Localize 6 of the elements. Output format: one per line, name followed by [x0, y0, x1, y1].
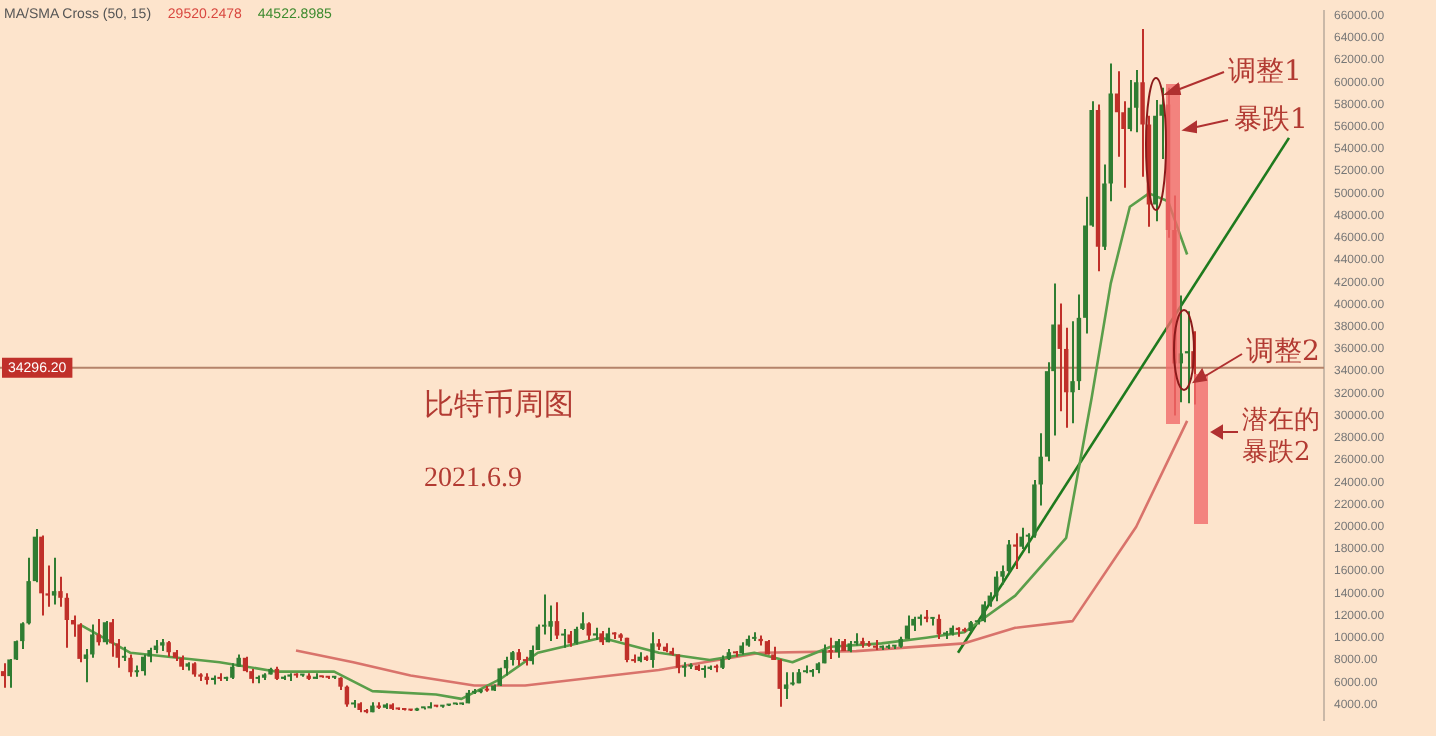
annotation: 潜在的暴跌2 [1242, 406, 1320, 468]
annotation: 2021.6.9 [424, 464, 522, 494]
annotation: 比特币周图 [424, 388, 574, 422]
annotation: 暴跌1 [1234, 104, 1308, 136]
annotation: 调整1 [1228, 56, 1302, 88]
annotation: 调整2 [1246, 336, 1320, 368]
